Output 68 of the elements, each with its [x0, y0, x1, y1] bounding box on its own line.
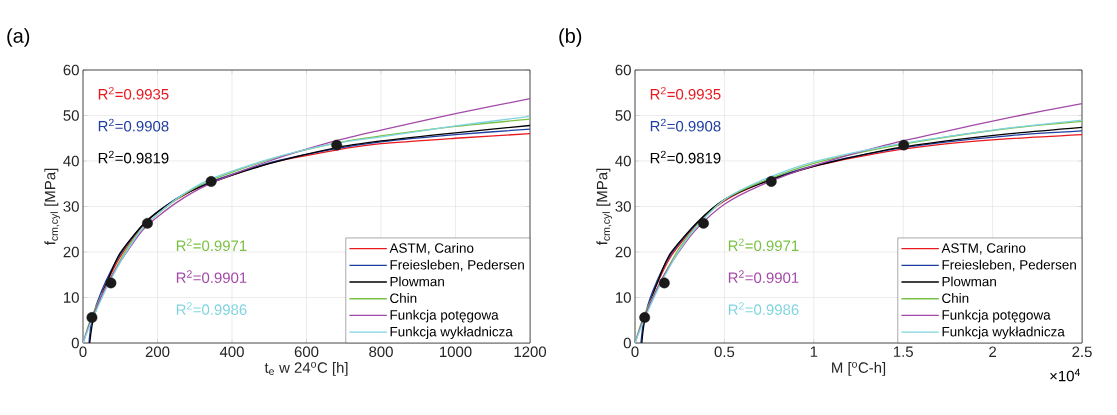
- legend-label: Chin: [390, 293, 417, 303]
- point: [658, 277, 670, 289]
- y-tick-label: 40: [63, 155, 79, 167]
- y-axis-title: f$_{cm,cyl}$ [MPa]: [44, 168, 61, 246]
- legend-label: Freiesleben, Pedersen: [942, 259, 1076, 272]
- annotation: R$^{2}$=0.9986: [176, 302, 247, 315]
- point: [639, 312, 651, 323]
- x-tick-label: 0: [79, 346, 87, 358]
- x-tick-label: 400: [219, 346, 244, 358]
- point: [698, 217, 709, 229]
- y-tick-label: 40: [615, 155, 631, 167]
- y-tick-label: 30: [615, 201, 631, 212]
- y-tick-label: 30: [63, 201, 79, 212]
- annotation: R$^{2}$=0.9901: [176, 270, 247, 283]
- legend-label: ASTM, Carino: [389, 242, 474, 255]
- x-tick-label: 1200: [514, 346, 547, 358]
- x-tick-label: 0: [631, 346, 639, 358]
- legend-label: Funkcja potęgowa: [942, 309, 1051, 323]
- legend-label: Funkcja wykładnicza: [942, 326, 1065, 340]
- chart-title: (b): [559, 28, 582, 47]
- y-tick-label: 50: [63, 110, 79, 121]
- y-tick-label: 50: [615, 110, 631, 121]
- y-tick-label: 20: [63, 246, 79, 258]
- x-tick-label: 1.5: [893, 346, 913, 357]
- y-tick-label: 0: [71, 337, 79, 349]
- annotation: R$^{2}$=0.9908: [650, 118, 721, 132]
- y-tick-label: 0: [623, 337, 631, 349]
- annotation: R$^{2}$=0.9819: [650, 150, 721, 164]
- point: [142, 217, 153, 229]
- legend-label: Freiesleben, Pedersen: [390, 259, 524, 272]
- x-tick-label: 2: [989, 346, 997, 357]
- x-tick-label: 800: [369, 346, 393, 358]
- x-axis-title: t$_{e}$ w 24$^{o}$C [h]: [264, 361, 348, 376]
- y-tick-label: 60: [63, 64, 79, 76]
- point: [898, 139, 910, 151]
- chart-title: (a): [7, 28, 30, 47]
- point: [765, 176, 777, 187]
- x-axis-title: M [$^{o}$C-h]: [832, 361, 886, 376]
- annotation: R$^{2}$=0.9935: [98, 86, 169, 100]
- annotation: R$^{2}$=0.9901: [728, 270, 799, 283]
- legend-label: Plowman: [390, 276, 444, 287]
- y-tick-label: 10: [616, 292, 631, 303]
- annotation: R$^{2}$=0.9908: [98, 118, 169, 132]
- point: [205, 176, 217, 187]
- text: ×10$^{4}$: [1050, 368, 1080, 382]
- legend-label: Funkcja wykładnicza: [390, 326, 513, 340]
- x-tick-label: 0.5: [714, 346, 735, 358]
- y-tick-label: 60: [615, 64, 631, 76]
- annotation: R$^{2}$=0.9819: [98, 150, 169, 164]
- point: [86, 312, 98, 323]
- annotation: R$^{2}$=0.9935: [650, 86, 721, 100]
- legend-label: Plowman: [942, 276, 996, 287]
- x-tick-label: 600: [294, 346, 319, 358]
- y-axis-title: f$_{cm,cyl}$ [MPa]: [596, 168, 613, 246]
- point: [105, 277, 117, 289]
- x-tick-label: 200: [145, 346, 170, 358]
- x-tick-label: 1000: [440, 346, 472, 358]
- y-tick-label: 20: [615, 246, 631, 258]
- annotation: R$^{2}$=0.9971: [176, 238, 247, 252]
- annotation: R$^{2}$=0.9971: [728, 238, 799, 252]
- x-tick-label: 2.5: [1072, 346, 1092, 358]
- annotation: R$^{2}$=0.9986: [728, 302, 799, 315]
- point: [331, 139, 343, 151]
- legend-label: Chin: [942, 293, 969, 303]
- y-tick-label: 10: [64, 292, 79, 303]
- legend-label: ASTM, Carino: [941, 242, 1026, 255]
- x-tick-label: 1: [810, 346, 818, 357]
- legend-label: Funkcja potęgowa: [390, 309, 499, 323]
